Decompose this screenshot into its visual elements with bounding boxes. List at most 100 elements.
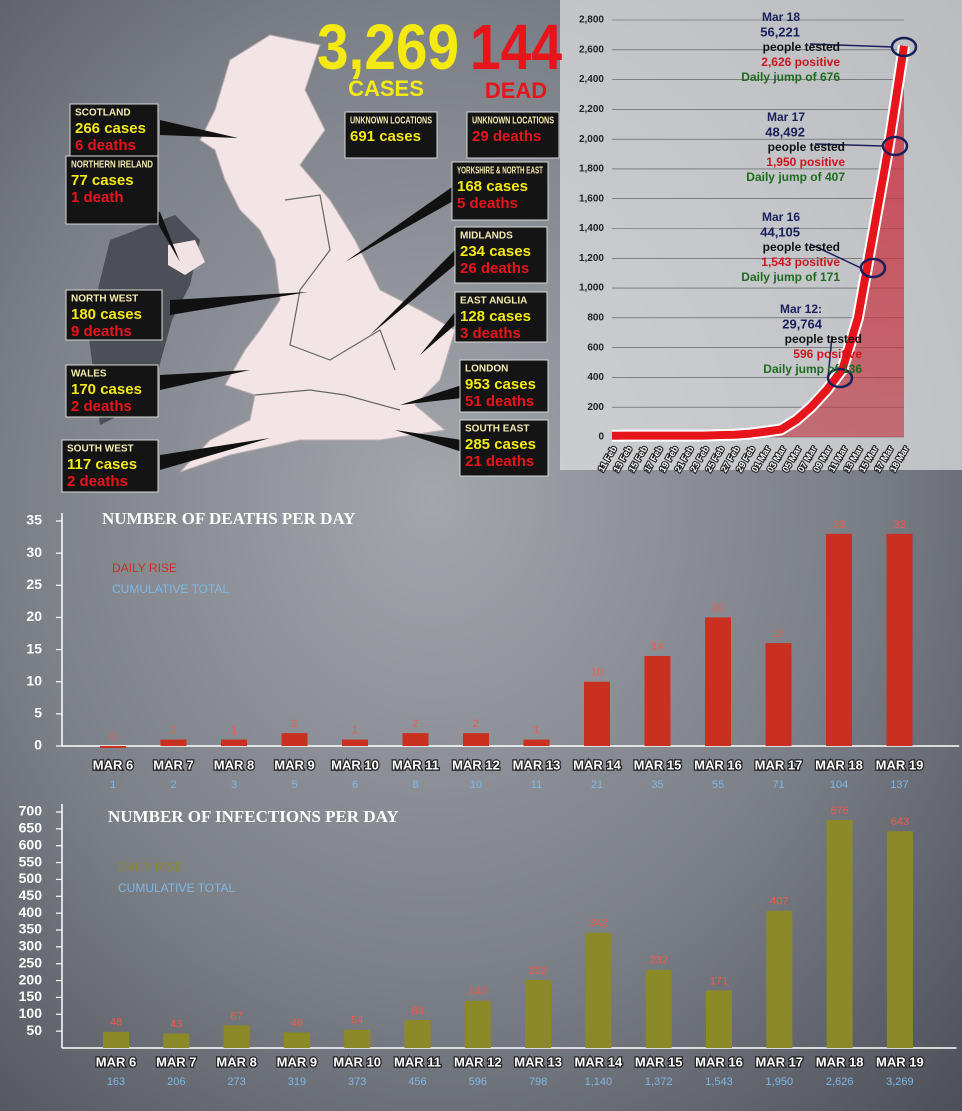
cumulative-label: 104 — [830, 779, 848, 791]
bar-value-label: 1 — [170, 724, 176, 736]
region-deaths: 5 deaths — [457, 195, 518, 212]
great-britain — [179, 34, 456, 473]
annotation-marker — [881, 135, 909, 157]
annotation-date: Mar 18 — [762, 10, 800, 24]
annotation-tested-label: people tested — [785, 332, 862, 346]
pointer — [420, 312, 455, 355]
pointer — [160, 370, 250, 390]
x-tick-label: MAR 10 — [331, 757, 379, 772]
annotation-marker — [890, 36, 918, 58]
bar — [826, 820, 853, 1048]
y-tick-label: 200 — [19, 971, 43, 987]
region-cases: 691 cases — [350, 128, 421, 145]
x-tick-label: MAR 10 — [333, 1054, 381, 1069]
bar-value-label: 43 — [170, 1018, 182, 1030]
cumulative-label: 2 — [170, 779, 176, 791]
bar — [163, 1033, 190, 1048]
y-tick-label: 20 — [26, 608, 42, 624]
region-cases: 180 cases — [71, 306, 142, 323]
x-tick-label: MAR 15 — [634, 757, 682, 772]
pointers — [150, 120, 462, 470]
region-name: LONDON — [465, 364, 508, 375]
x-tick-label: MAR 19 — [876, 1054, 924, 1069]
cumulative-label: 798 — [529, 1076, 547, 1088]
x-tick-label: MAR 9 — [277, 1054, 317, 1069]
x-tick-label: MAR 14 — [573, 757, 621, 772]
y-tick-label: 50 — [26, 1022, 42, 1038]
cumulative-label: 1 — [110, 779, 116, 791]
northern-ireland — [168, 240, 205, 275]
region-cases: 953 cases — [465, 376, 536, 393]
bar — [766, 910, 793, 1048]
y-tick-label: 2,200 — [579, 104, 604, 115]
region-name: NORTH WEST — [71, 294, 138, 305]
y-tick-label: 25 — [26, 576, 42, 592]
y-tick-label: 400 — [19, 904, 43, 920]
cumulative-label: 596 — [469, 1076, 487, 1088]
y-tick-label: 600 — [587, 342, 604, 353]
cumulative-label: 21 — [591, 779, 603, 791]
legend-entry: DAILY RISE — [118, 860, 183, 874]
annotation-jump: Daily jump of 407 — [746, 170, 845, 184]
cumulative-label: 2,626 — [826, 1076, 854, 1088]
region-name: WALES — [71, 369, 107, 380]
cumulative-label: 163 — [107, 1076, 125, 1088]
y-tick-label: 600 — [19, 836, 43, 852]
y-tick-label: 0 — [598, 432, 604, 443]
annotation-tested-label: people tested — [768, 140, 845, 154]
x-tick-label: MAR 16 — [695, 1054, 743, 1069]
bar — [402, 733, 429, 746]
x-tick-label: MAR 11 — [394, 1054, 441, 1069]
y-tick-label: 10 — [26, 672, 42, 688]
region-cases: 128 cases — [460, 308, 531, 325]
cumulative-label: 3,269 — [886, 1076, 914, 1088]
annotation-positive: 2,626 positive — [761, 55, 840, 69]
region-name: MIDLANDS — [460, 231, 513, 242]
region-deaths: 2 deaths — [71, 398, 132, 415]
bar-value-label: 16 — [772, 628, 784, 640]
x-tick-label: MAR 8 — [214, 757, 254, 772]
y-tick-label: 650 — [19, 820, 43, 836]
annotation-connector — [827, 335, 833, 379]
y-tick-label: 15 — [26, 640, 42, 656]
bar-value-label: 14 — [651, 641, 663, 653]
annotation-date: Mar 17 — [767, 110, 805, 124]
bar-value-label: 407 — [770, 896, 788, 908]
bar — [645, 969, 672, 1048]
chart-title: NUMBER OF INFECTIONS PER DAY — [108, 807, 399, 826]
region-deaths: 51 deaths — [465, 393, 534, 410]
y-tick-label: 700 — [19, 803, 43, 819]
annotation-jump: Daily jump of 136 — [763, 362, 862, 376]
annotation-date: Mar 12: — [780, 302, 822, 316]
cumulative-label: 373 — [348, 1076, 366, 1088]
region-box-bg — [454, 291, 548, 343]
bar-value-label: 0 — [110, 731, 116, 743]
y-tick-label: 200 — [587, 402, 604, 413]
pointer — [345, 185, 455, 262]
x-tick-label: MAR 16 — [694, 757, 742, 772]
x-tick-label: MAR 9 — [274, 757, 314, 772]
x-tick-label: MAR 8 — [216, 1054, 256, 1069]
region-box-bg — [466, 111, 560, 159]
region-deaths: 9 deaths — [71, 323, 132, 340]
region-box-bg — [459, 419, 549, 477]
bar — [223, 1025, 250, 1048]
annotation-tested-label: people tested — [763, 240, 840, 254]
x-tick-label: MAR 17 — [755, 1054, 803, 1069]
region-name: YORKSHIRE & NORTH EAST — [457, 166, 543, 177]
y-tick-label: 1,200 — [579, 253, 604, 264]
x-tick-label: MAR 18 — [816, 1054, 864, 1069]
bar — [644, 656, 671, 746]
bar-value-label: 676 — [830, 805, 848, 817]
region-box-bg — [459, 359, 549, 413]
region-deaths: 21 deaths — [465, 453, 534, 470]
bar-value-label: 33 — [893, 519, 905, 531]
bar — [160, 739, 187, 746]
cumulative-label: 55 — [712, 779, 724, 791]
bar — [283, 1032, 310, 1048]
